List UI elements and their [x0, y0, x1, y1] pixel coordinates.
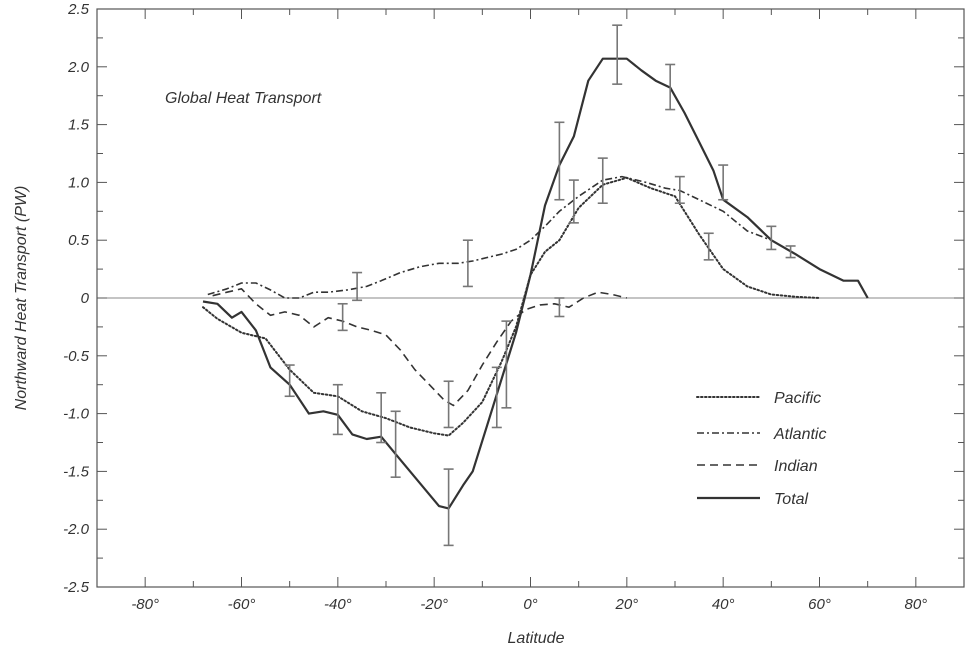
error-bar [674, 175, 685, 205]
legend-label-atlantic: Atlantic [773, 426, 826, 443]
y-tick-label: 2.5 [67, 1, 90, 18]
y-tick-label: -1.0 [63, 406, 90, 423]
x-tick-label: -60° [228, 596, 256, 613]
error-bar [501, 320, 512, 409]
x-tick-label: 40° [712, 596, 735, 613]
error-bar [785, 245, 796, 259]
error-bar [554, 121, 565, 201]
y-tick-label: -2.5 [63, 579, 90, 596]
y-tick-label: -0.5 [63, 348, 90, 365]
series-line-atlantic [207, 175, 796, 299]
y-tick-label: 0.5 [68, 232, 90, 249]
x-tick-label: -80° [131, 596, 159, 613]
error-bar [597, 157, 608, 205]
y-tick-label: 0 [81, 290, 90, 307]
x-tick-label: 20° [614, 596, 638, 613]
series-line-indian [212, 287, 627, 407]
error-bar [352, 271, 363, 302]
x-tick-label: 80° [904, 596, 927, 613]
error-bar [568, 179, 579, 224]
error-bar [665, 63, 676, 111]
x-tick-label: -40° [324, 596, 352, 613]
x-tick-label: -20° [420, 596, 448, 613]
error-bar [376, 391, 387, 444]
error-bar [443, 380, 454, 429]
series-lines [202, 57, 869, 510]
error-bar [462, 239, 473, 288]
y-tick-label: 1.0 [68, 174, 90, 191]
y-tick-label: 1.5 [68, 117, 90, 134]
error-bar [337, 302, 348, 332]
error-bars [284, 24, 796, 547]
y-axis-title: Northward Heat Transport (PW) [13, 186, 30, 411]
series-line-pacific [202, 176, 821, 437]
error-bar [703, 232, 714, 261]
series-line-total [202, 57, 869, 510]
error-bar [612, 24, 623, 85]
legend: Pacific Atlantic Indian Total [696, 390, 826, 508]
error-bar [284, 364, 295, 398]
error-bar [766, 225, 777, 251]
legend-label-pacific: Pacific [774, 390, 821, 407]
x-axis-title: Latitude [508, 630, 565, 647]
error-bar [718, 164, 729, 201]
error-bar [554, 297, 565, 318]
error-bar [332, 383, 343, 436]
y-tick-label: -2.0 [63, 521, 90, 538]
y-tick-label: 2.0 [67, 59, 90, 76]
legend-label-total: Total [774, 491, 809, 508]
error-bar [443, 468, 454, 547]
x-tick-label: 0° [523, 596, 537, 613]
axis-tick-labels: -80° -60° -40° -20° 0° 20° 40° 60° 80° 2.5 2.0 1.5 1… [63, 1, 927, 613]
error-bar [390, 410, 401, 478]
annotation-text: Global Heat Transport [165, 90, 322, 107]
axis-ticks [96, 8, 965, 588]
error-bar [491, 366, 502, 429]
legend-label-indian: Indian [774, 458, 818, 475]
y-tick-label: -1.5 [63, 463, 90, 480]
x-tick-label: 60° [808, 596, 831, 613]
